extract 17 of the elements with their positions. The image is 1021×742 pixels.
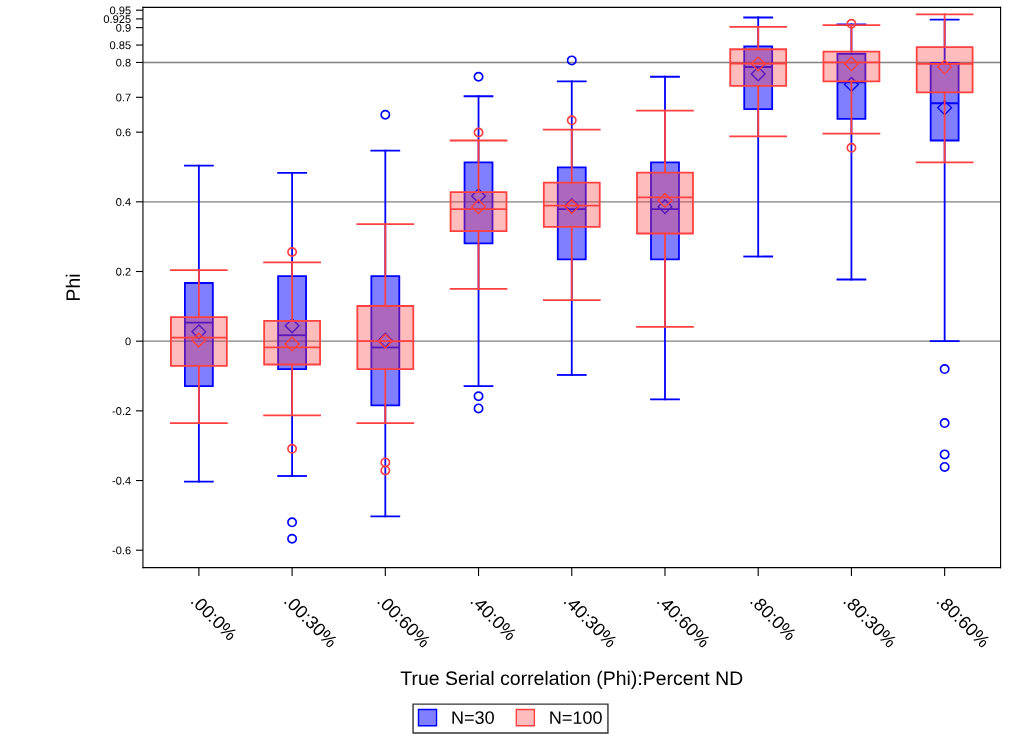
- y-tick-label: 0.4: [116, 198, 131, 206]
- x-axis-title: True Serial correlation (Phi):Percent ND: [400, 670, 743, 689]
- y-tick-label: -0.4: [112, 476, 131, 485]
- y-tick-label: 0.925: [103, 15, 131, 24]
- y-tick-label: 0.7: [116, 93, 131, 102]
- y-tick-label: 0.9: [116, 23, 131, 32]
- y-tick-label: -0.6: [112, 546, 131, 555]
- legend-label: N=30: [452, 711, 494, 724]
- y-tick-label: 0.6: [116, 128, 131, 137]
- legend-label: N=100: [550, 711, 602, 724]
- y-tick-label: 0.85: [109, 41, 131, 50]
- y-tick-label: 0.95: [109, 6, 131, 15]
- y-axis-title: Phi: [65, 274, 80, 300]
- y-tick-label: 0: [125, 337, 131, 346]
- y-tick-label: -0.2: [112, 407, 131, 415]
- y-tick-label: 0.2: [116, 267, 131, 276]
- y-tick-label: 0.8: [116, 58, 131, 67]
